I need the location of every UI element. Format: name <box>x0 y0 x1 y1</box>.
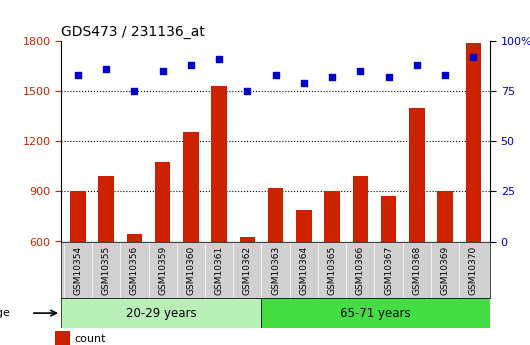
Bar <box>61 298 261 328</box>
Bar <box>437 191 453 242</box>
Text: 65-71 years: 65-71 years <box>340 307 411 319</box>
Text: GSM10367: GSM10367 <box>384 246 393 295</box>
Bar <box>261 298 490 328</box>
Bar <box>183 132 199 241</box>
Point <box>102 67 110 72</box>
Point <box>187 63 195 68</box>
Text: GSM10361: GSM10361 <box>215 246 224 295</box>
Text: GSM10364: GSM10364 <box>299 246 308 295</box>
Point <box>299 81 308 86</box>
Point <box>328 75 337 80</box>
Text: GSM10366: GSM10366 <box>356 246 365 295</box>
Point <box>441 73 449 78</box>
Bar <box>99 177 114 242</box>
Text: GSM10365: GSM10365 <box>328 246 337 295</box>
Bar <box>296 210 312 241</box>
Bar <box>155 162 170 241</box>
Text: age: age <box>0 308 11 318</box>
Text: GSM10370: GSM10370 <box>469 246 478 295</box>
Text: GSM10369: GSM10369 <box>440 246 449 295</box>
Bar <box>409 108 425 242</box>
Bar <box>240 237 255 242</box>
Text: GSM10359: GSM10359 <box>158 246 167 295</box>
Point <box>384 75 393 80</box>
Point <box>158 69 167 74</box>
Bar <box>324 191 340 242</box>
Text: GSM10360: GSM10360 <box>187 246 196 295</box>
Point <box>356 69 365 74</box>
Bar <box>381 196 396 242</box>
Bar <box>465 43 481 241</box>
Point <box>215 57 223 62</box>
Point <box>243 89 252 94</box>
Bar <box>268 188 284 241</box>
Bar <box>211 87 227 241</box>
Point <box>412 63 421 68</box>
Text: GSM10354: GSM10354 <box>73 246 82 295</box>
Text: 20-29 years: 20-29 years <box>126 307 197 319</box>
Bar <box>55 331 70 345</box>
Text: GSM10355: GSM10355 <box>102 246 111 295</box>
Text: GDS473 / 231136_at: GDS473 / 231136_at <box>61 25 205 39</box>
Text: GSM10362: GSM10362 <box>243 246 252 295</box>
Text: GSM10368: GSM10368 <box>412 246 421 295</box>
Bar <box>352 177 368 242</box>
Point <box>130 89 139 94</box>
Point <box>74 73 82 78</box>
Text: GSM10356: GSM10356 <box>130 246 139 295</box>
Bar <box>70 191 86 242</box>
Point <box>271 73 280 78</box>
Bar <box>127 234 142 242</box>
Point <box>469 55 478 60</box>
Text: GSM10363: GSM10363 <box>271 246 280 295</box>
Text: count: count <box>75 334 106 344</box>
